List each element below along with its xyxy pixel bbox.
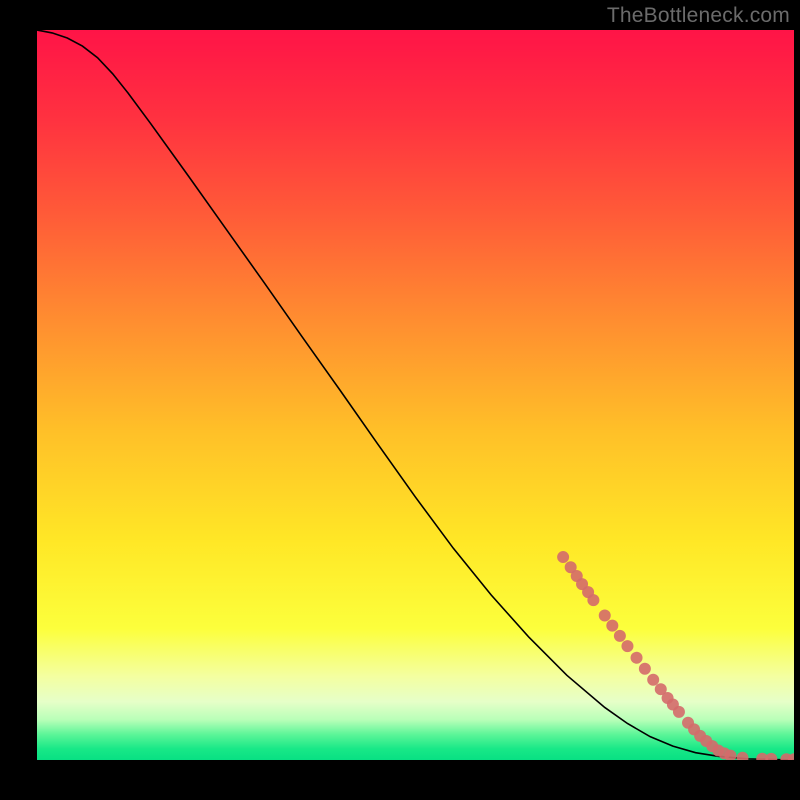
- data-point: [587, 594, 599, 606]
- data-point: [673, 706, 685, 718]
- data-point: [765, 753, 777, 760]
- watermark-label: TheBottleneck.com: [607, 4, 790, 28]
- data-point: [557, 551, 569, 563]
- chart-frame: TheBottleneck.com: [0, 0, 800, 800]
- marker-group: [557, 551, 794, 760]
- data-point: [631, 652, 643, 664]
- data-point: [621, 640, 633, 652]
- data-point: [614, 630, 626, 642]
- chart-overlay: [37, 30, 794, 760]
- main-curve: [37, 30, 794, 760]
- data-point: [737, 752, 749, 760]
- data-point: [599, 609, 611, 621]
- plot-area: [37, 30, 794, 760]
- data-point: [647, 674, 659, 686]
- data-point: [639, 663, 651, 675]
- data-point: [606, 620, 618, 632]
